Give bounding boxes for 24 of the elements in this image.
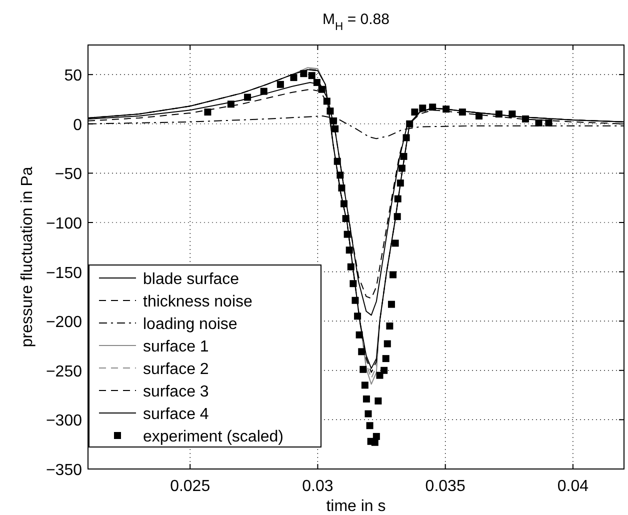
chart-title: M$_{H}$ = 0.88: [322, 11, 390, 33]
legend-label: blade surface: [143, 271, 240, 288]
y-axis-title: pressure fluctuation in Pa: [19, 166, 36, 348]
y-tick-label: −50: [54, 166, 82, 184]
y-tick-label: −250: [46, 363, 82, 380]
legend-label: surface 2: [143, 361, 209, 378]
x-axis-title: time in s: [326, 498, 386, 515]
legend-label: thickness noise: [143, 294, 252, 310]
legend-label: experiment (scaled): [143, 428, 284, 446]
legend-label: surface 1: [143, 338, 209, 356]
y-tick-label: −350: [46, 462, 82, 479]
y-tick-label: 50: [64, 68, 82, 85]
x-tick-label: 0.04: [557, 478, 589, 495]
y-tick-label: −200: [46, 314, 82, 332]
y-tick-label: 0: [73, 116, 82, 134]
legend-label: surface 4: [143, 406, 209, 423]
legend-label: surface 3: [143, 384, 209, 400]
y-tick-label: −300: [46, 412, 82, 430]
y-tick-label: −100: [46, 215, 82, 232]
x-tick-label: 0.035: [425, 478, 466, 495]
x-tick-label: 0.03: [302, 478, 334, 495]
y-tick-label: −150: [46, 264, 82, 282]
legend-label: loading noise: [143, 316, 238, 333]
x-tick-label: 0.025: [170, 478, 210, 495]
